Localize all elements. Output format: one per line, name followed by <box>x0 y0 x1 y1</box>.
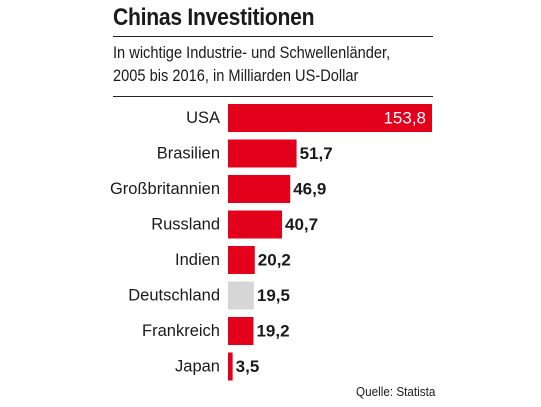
value-label-indien: 20,2 <box>258 251 291 270</box>
bar-grossbritannien <box>228 175 291 203</box>
chart-subtitle-line-1: In wichtige Industrie- und Schwellenländ… <box>113 43 391 62</box>
bar-russland <box>228 210 282 239</box>
category-label-brasilien: Brasilien <box>157 145 220 163</box>
title-divider <box>113 36 433 37</box>
category-label-frankreich: Frankreich <box>142 322 220 340</box>
source-note: Quelle: Statista <box>356 384 436 399</box>
subtitle-divider <box>113 96 433 97</box>
bar-deutschland <box>228 281 254 310</box>
value-label-frankreich: 19,2 <box>256 322 289 341</box>
bar-frankreich <box>228 317 254 345</box>
chart-title: Chinas Investitionen <box>113 4 315 31</box>
value-label-brasilien: 51,7 <box>300 144 333 163</box>
value-label-usa: 153,8 <box>383 109 426 128</box>
category-label-russland: Russland <box>151 216 220 234</box>
value-label-grossbritannien: 46,9 <box>293 180 326 199</box>
bar-usa <box>228 104 432 132</box>
value-label-russland: 40,7 <box>285 215 318 234</box>
category-label-japan: Japan <box>175 358 220 376</box>
chart-subtitle-line-2: 2005 bis 2016, in Milliarden US-Dollar <box>113 66 359 85</box>
category-label-deutschland: Deutschland <box>128 287 220 305</box>
category-label-grossbritannien: Großbritannien <box>110 180 220 198</box>
category-label-indien: Indien <box>175 251 220 269</box>
bar-brasilien <box>228 139 297 168</box>
category-label-usa: USA <box>186 109 220 127</box>
bar-indien <box>228 246 255 274</box>
bar-japan <box>228 352 233 381</box>
value-label-deutschland: 19,5 <box>257 286 290 305</box>
value-label-japan: 3,5 <box>236 357 260 376</box>
